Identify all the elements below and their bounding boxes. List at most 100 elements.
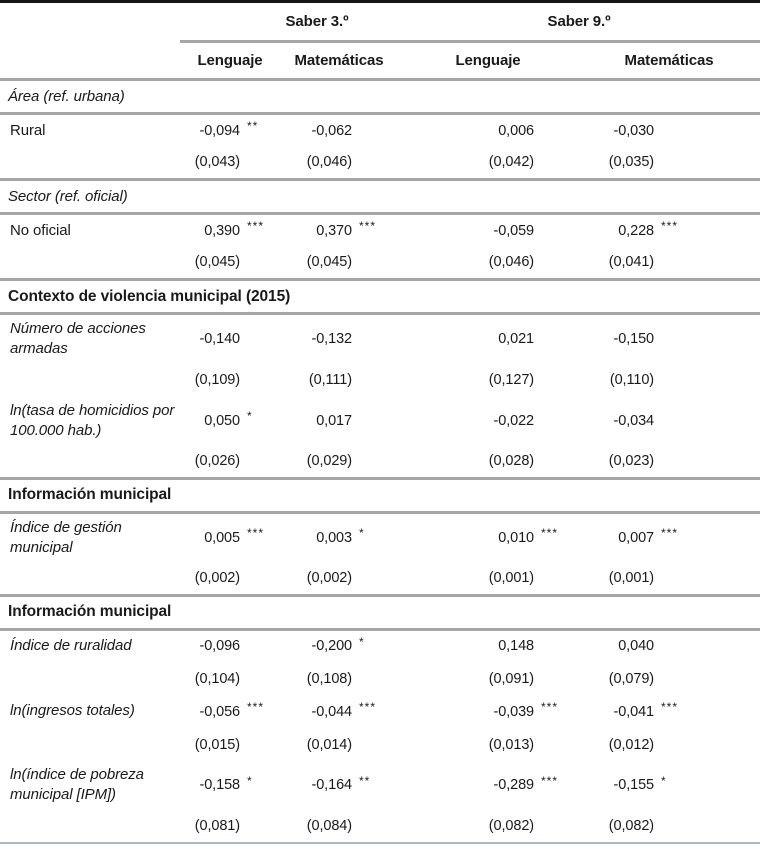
section-header-label: Sector (ref. oficial) [0,179,760,215]
row-label: No oficial [10,221,71,239]
significance-stars: *** [240,214,280,247]
corner-cell [0,41,180,81]
significance-stars [534,314,578,364]
row-label: Índice de ruralidad [10,637,132,655]
star-cell-empty [534,146,579,181]
coefficient-value: 0,050 [204,412,240,429]
star-cell-empty [534,445,579,480]
star-cell-empty [240,810,280,843]
standard-error-value: (0,111) [308,372,352,388]
standard-error-value: (0,084) [306,817,352,834]
column-header-matematicas-s9: Matemáticas [578,41,760,81]
significance-stars: *** [352,695,398,728]
significance-stars [654,397,760,446]
coefficient-value: -0,030 [613,122,655,139]
table-body: Área (ref. urbana) Rural -0,094 ** -0,062 0,0… [0,79,760,843]
coefficient-value: -0,059 [493,222,535,239]
standard-error-value: (0,029) [280,445,352,480]
coefficient-row: Índice de gestión municipal 0,005 *** 0,003… [0,512,760,562]
significance-stars: *** [534,761,578,810]
star-cell-empty [240,246,280,281]
coefficient-value: -0,039 [493,703,535,720]
coefficient-value: 0,370 [316,222,352,239]
significance-stars: *** [654,695,760,728]
section-header-row: Información municipal [0,478,760,514]
corner-cell [0,2,180,42]
significance-stars: * [240,397,280,446]
standard-error-value: (0,015) [194,736,240,753]
standard-error-row: (0,002) (0,002) (0,001) (0,001) [0,562,760,597]
significance-stars [534,629,578,662]
standard-error-row: (0,026) (0,029) (0,028) (0,023) [0,445,760,480]
standard-error-value: (0,002) [280,562,352,597]
standard-error-value: (0,079) [608,670,655,687]
coefficient-value: 0,228 [618,222,655,239]
star-cell-empty [352,146,399,181]
column-header-row: Lenguaje Matemáticas Lenguaje Matemática… [0,41,760,81]
standard-error-value: (0,001) [398,562,535,597]
significance-stars-text: ** [359,773,371,788]
significance-stars: *** [240,512,280,562]
standard-error-value: (0,046) [280,146,352,181]
significance-stars-text: * [247,773,253,788]
star-cell-empty [654,445,760,480]
star-cell-empty [654,562,760,597]
coefficient-value: -0,132 [311,331,352,348]
significance-stars-text: *** [247,700,265,714]
standard-error-value: (0,028) [398,445,535,480]
star-cell-empty [534,810,578,843]
standard-error-value: (0,109) [194,372,240,388]
significance-stars-text: *** [541,526,559,541]
group-header-saber-9: Saber 9.º [398,1,760,43]
star-cell-empty [352,662,398,695]
significance-stars-text: *** [541,773,559,788]
coefficient-value: -0,150 [613,331,655,348]
coefficient-value: -0,158 [199,777,240,794]
significance-stars: *** [534,695,578,728]
coefficient-row: ln(tasa de homicidios por 100.000 hab.) 0… [0,397,760,446]
row-label-empty [0,146,180,181]
standard-error-value: (0,046) [398,246,535,281]
standard-error-value: (0,108) [306,670,352,687]
coefficient-row: Número de acciones armadas -0,140 -0,132 0,… [0,314,760,364]
standard-error-value: (0,043) [180,146,240,181]
coefficient-value: -0,056 [199,703,240,720]
row-label-empty [0,728,180,761]
significance-stars: * [240,761,280,810]
star-cell-empty [352,445,399,480]
coefficient-row: ln(índice de pobreza municipal [IPM]) -0,… [0,761,760,810]
significance-stars [352,314,398,364]
section-header-label: Información municipal [0,478,760,514]
significance-stars-text: * [359,634,365,649]
star-cell-empty [534,562,579,597]
row-label: ln(ingresos totales) [10,702,135,720]
row-label-empty [0,662,180,695]
row-label-empty [0,810,180,843]
significance-stars-text: * [359,526,365,541]
standard-error-value: (0,081) [194,817,240,834]
section-header-row: Área (ref. urbana) [0,79,760,115]
column-header-lenguaje-s9: Lenguaje [398,41,579,81]
section-header-row: Sector (ref. oficial) [0,179,760,215]
standard-error-row: (0,043) (0,046) (0,042) (0,035) [0,146,760,181]
significance-stars: * [352,629,398,662]
coefficient-value: 0,003 [316,529,352,546]
standard-error-row: (0,045) (0,045) (0,046) (0,041) [0,246,760,281]
standard-error-value: (0,013) [488,736,535,753]
coefficient-row: No oficial 0,390 *** 0,370 *** -0,059 0,228 *** [0,214,760,247]
coefficient-value: 0,017 [316,412,352,429]
standard-error-value: (0,012) [608,736,655,753]
coefficient-value: -0,094 [199,122,240,139]
section-header-label: Área (ref. urbana) [0,79,760,115]
star-cell-empty [240,562,280,597]
significance-stars: ** [240,114,280,147]
significance-stars [654,314,760,364]
star-cell-empty [654,246,760,281]
row-label: Índice de gestión municipal [10,518,122,556]
standard-error-row: (0,015) (0,014) (0,013) (0,012) [0,728,760,761]
coefficient-value: -0,155 [613,777,655,794]
significance-stars: * [352,512,398,562]
star-cell-empty [654,662,760,695]
star-cell-empty [654,364,760,397]
